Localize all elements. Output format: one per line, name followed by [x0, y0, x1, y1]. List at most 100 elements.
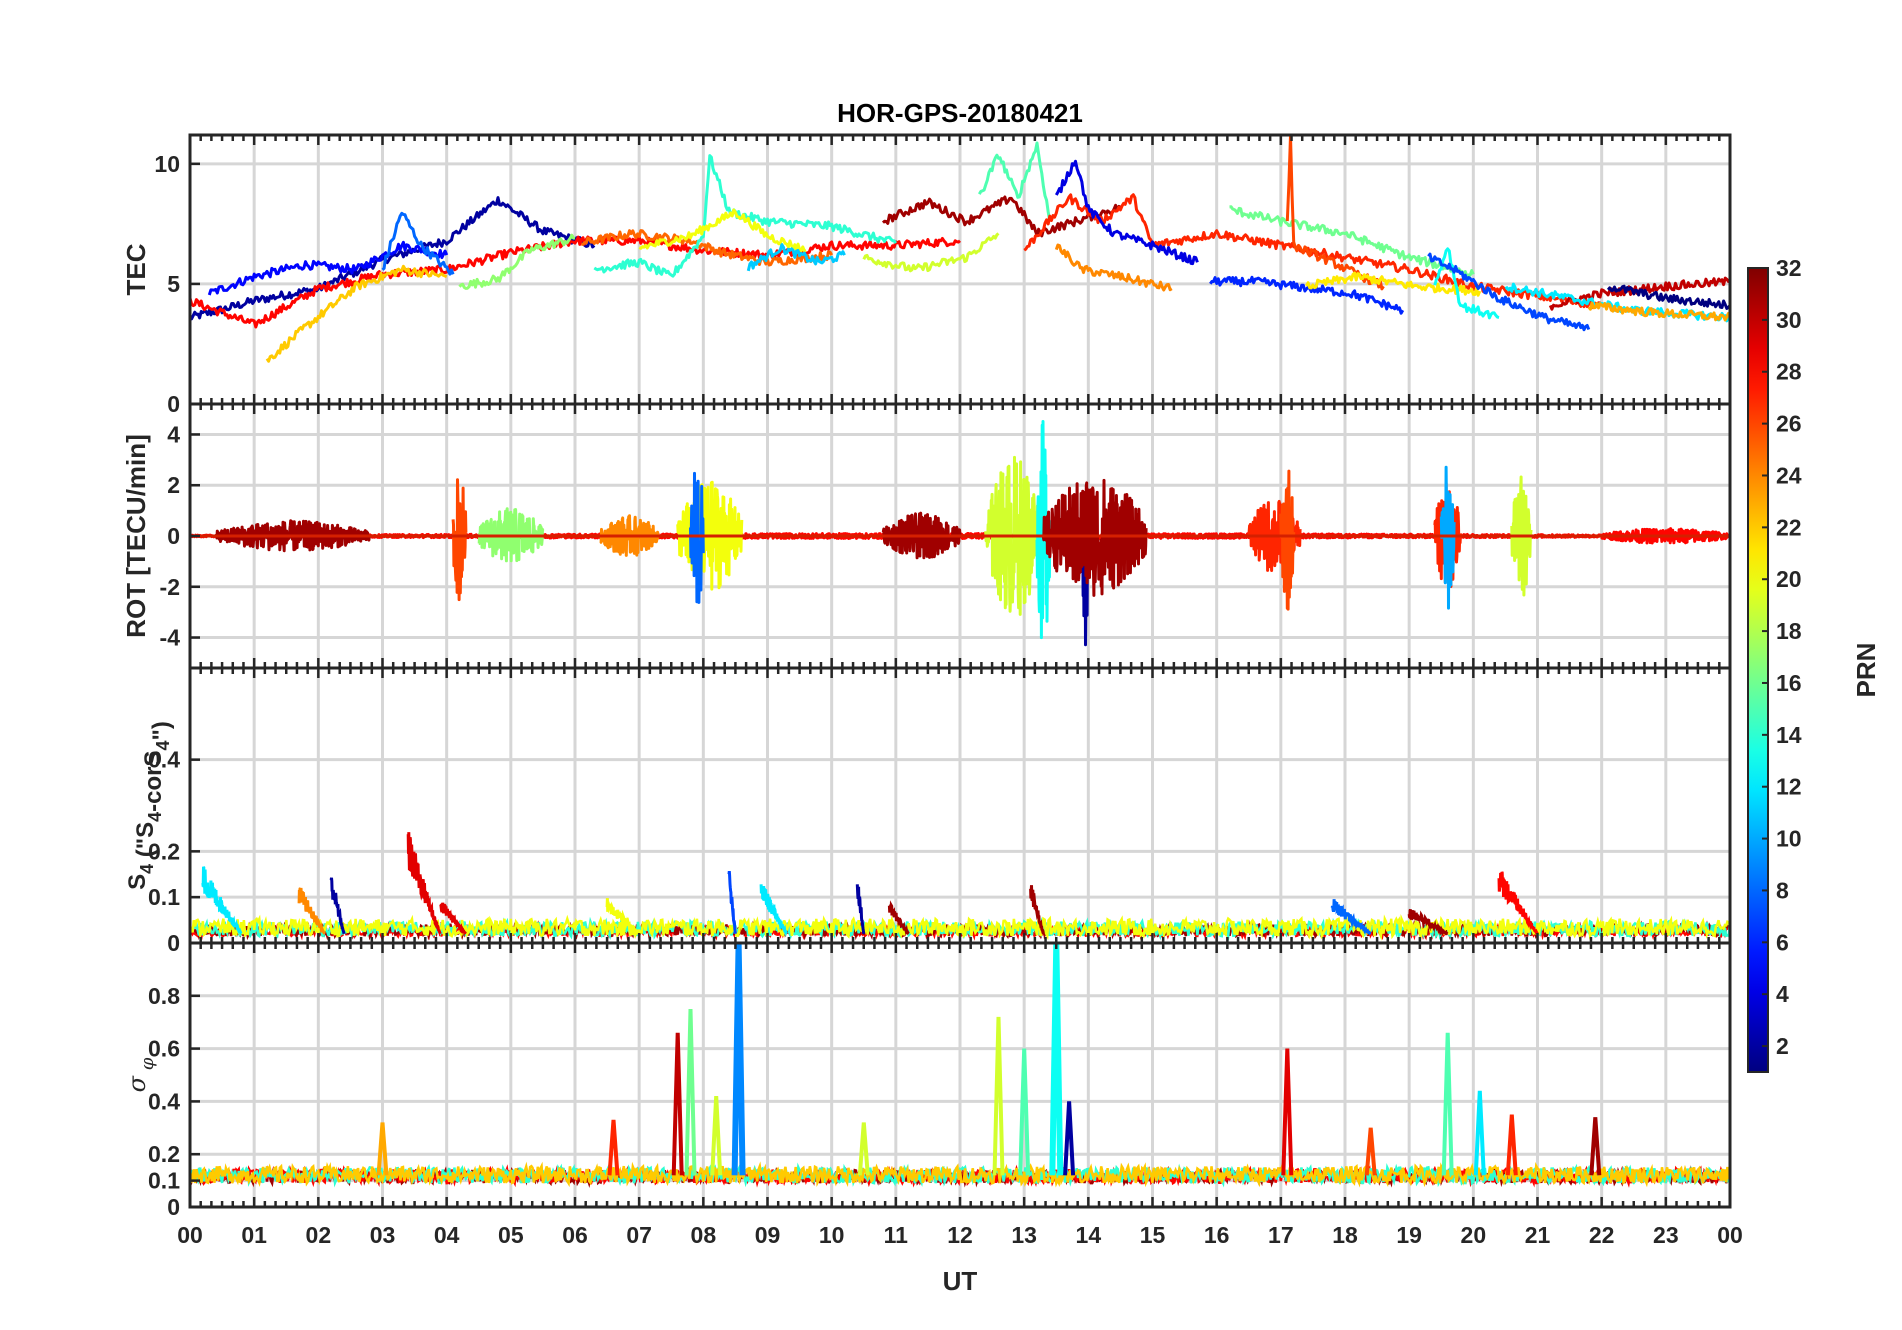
colorbar-label: PRN [1851, 643, 1881, 698]
panel-tec-y-tick-label: 0 [167, 391, 180, 417]
s4-event-prn-8 [1330, 899, 1372, 936]
panel-sigma_phi-y-tick-label: 0.2 [148, 1141, 180, 1167]
sigma-spike-prn-26 [1364, 1127, 1377, 1176]
colorbar-tick-label: 14 [1776, 722, 1802, 748]
s4-event-prn-31 [1407, 908, 1449, 937]
tec-series-prn-14 [593, 154, 898, 278]
x-tick-label: 16 [1204, 1222, 1230, 1248]
panel-s4: 0 0.1 0.2 0.4S4 ("S4-corS4") [124, 666, 1732, 956]
x-tick-label: 05 [498, 1222, 524, 1248]
sigma-spike-prn-30 [671, 1032, 684, 1176]
x-tick-label: 06 [562, 1222, 588, 1248]
x-tick-label: 09 [755, 1222, 781, 1248]
colorbar-tick-label: 18 [1776, 618, 1802, 644]
s4-event-prn-12 [201, 866, 243, 935]
sigma-spike-prn-29 [1281, 1048, 1294, 1176]
tec-series-prn-22 [265, 264, 448, 363]
x-tick-label: 15 [1140, 1222, 1166, 1248]
colorbar-tick-label: 12 [1776, 774, 1802, 800]
x-tick-label: 23 [1653, 1222, 1679, 1248]
panel-sigma_phi-data [190, 943, 1730, 1189]
panel-rot-y-tick-label: 4 [167, 421, 180, 447]
panel-rot-y-tick-label: 0 [167, 523, 180, 549]
panel-sigma_phi-y-label: σ φ [123, 1057, 158, 1092]
tec-series-prn-20 [638, 208, 807, 253]
tec-series-prn-16 [1229, 205, 1475, 279]
tec-series-prn-6 [1209, 275, 1405, 315]
colorbar-tick-label: 16 [1776, 670, 1802, 696]
x-tick-label: 07 [626, 1222, 652, 1248]
x-tick-label: 18 [1332, 1222, 1358, 1248]
sigma-spike-prn-27 [607, 1119, 620, 1176]
s4-event-prn-12 [759, 884, 788, 935]
tec-series-prn-23 [1587, 301, 1730, 322]
tec-series-prn-28 [190, 235, 961, 329]
panel-s4-y-tick-label: 0 [167, 930, 180, 956]
panel-s4-y-tick-label: 0.2 [148, 838, 180, 864]
tec-series-prn-13 [1433, 247, 1500, 320]
sigma-spike-prn-12 [1473, 1090, 1486, 1176]
tec-series-prn-21 [1305, 271, 1482, 297]
x-tick-label: 02 [306, 1222, 332, 1248]
rot-burst-prn-24 [599, 514, 660, 557]
panel-sigma_phi-y-tick-label: 0.6 [148, 1036, 180, 1062]
panel-rot-data [190, 420, 1730, 647]
panel-sigma_phi-y-tick-label: 0.1 [148, 1168, 180, 1194]
chart-title: HOR-GPS-20180421 [837, 98, 1083, 128]
colorbar-tick-label: 32 [1776, 255, 1802, 281]
sigma-spike-prn-16 [684, 1008, 697, 1176]
x-tick-label: 21 [1525, 1222, 1551, 1248]
colorbar-tick-label: 8 [1776, 877, 1789, 903]
sigma-spike-prn-23 [376, 1122, 389, 1176]
rot-burst-prn-19 [984, 455, 1045, 616]
rot-burst-prn-17 [477, 507, 545, 563]
sigma-spike-prn-19 [710, 1095, 723, 1176]
x-tick-label: 11 [884, 1222, 909, 1248]
s4-event-prn-2 [855, 884, 866, 935]
panel-sigma_phi: 00.10.2 0.4 0.6 0.8 σ φ [123, 941, 1732, 1220]
s4-event-prn-29 [406, 832, 442, 935]
rot-burst-prn-10 [1439, 465, 1456, 610]
sigma-spike-prn-19 [992, 1016, 1005, 1176]
x-tick-label: 14 [1076, 1222, 1102, 1248]
panel-sigma_phi-tickmarks [188, 943, 1732, 1207]
colorbar-tick-label: 4 [1776, 981, 1789, 1007]
panel-rot: -4 -2 0 2 4 ROT [TECU/min] [121, 402, 1732, 670]
x-tick-label: 01 [241, 1222, 267, 1248]
tec-series-prn-5 [207, 240, 449, 296]
s4-event-prn-28 [1497, 871, 1539, 935]
panel-sigma_phi-y-tick-label: 0.4 [148, 1088, 180, 1114]
panel-rot-y-tick-label: -4 [160, 625, 181, 651]
rot-burst-prn-19 [1510, 475, 1533, 597]
sigma-spike-prn-27 [1505, 1114, 1518, 1176]
x-tick-label: 17 [1268, 1222, 1294, 1248]
s4-event-prn-2 [329, 877, 346, 935]
tec-series-prn-8 [381, 211, 455, 276]
panel-tec-y-tick-label: 5 [167, 271, 180, 297]
tec-series-prn-31 [881, 195, 1122, 238]
sigma-spike-prn-2 [1063, 1101, 1076, 1176]
x-axis-label: UT [943, 1266, 978, 1296]
tec-series-prn-25 [581, 229, 834, 267]
tec-series-prn-7 [1427, 252, 1591, 332]
x-tick-label: 00 [1717, 1222, 1743, 1248]
colorbar-tick-label: 24 [1776, 462, 1802, 488]
tec-series-prn-15 [978, 141, 1052, 222]
colorbar-tick-label: 6 [1776, 929, 1789, 955]
colorbar-tick-label: 10 [1776, 826, 1802, 852]
panel-tec-tickmarks [188, 135, 1732, 404]
rot-burst-prn-20 [676, 480, 744, 591]
sigma-spike-prn-9 [731, 943, 746, 1176]
x-tick-label: 10 [819, 1222, 845, 1248]
panel-sigma_phi-y-tick-label: 0 [167, 1194, 180, 1220]
panel-s4-y-tick-label: 0.1 [148, 884, 180, 910]
x-tick-label: 04 [434, 1222, 460, 1248]
colorbar-tick-label: 20 [1776, 566, 1802, 592]
s4-event-prn-29 [439, 902, 467, 935]
colorbar-tick-label: 22 [1776, 514, 1802, 540]
tec-series-prn-27 [1023, 193, 1603, 310]
x-tick-labels: 00 01 02 03 04 05 06 07 08 09 10 11 12 13 14 15 16 17 18 19… [177, 1222, 1743, 1248]
x-tick-label: 03 [370, 1222, 396, 1248]
panel-rot-y-tick-label: -2 [160, 574, 180, 600]
